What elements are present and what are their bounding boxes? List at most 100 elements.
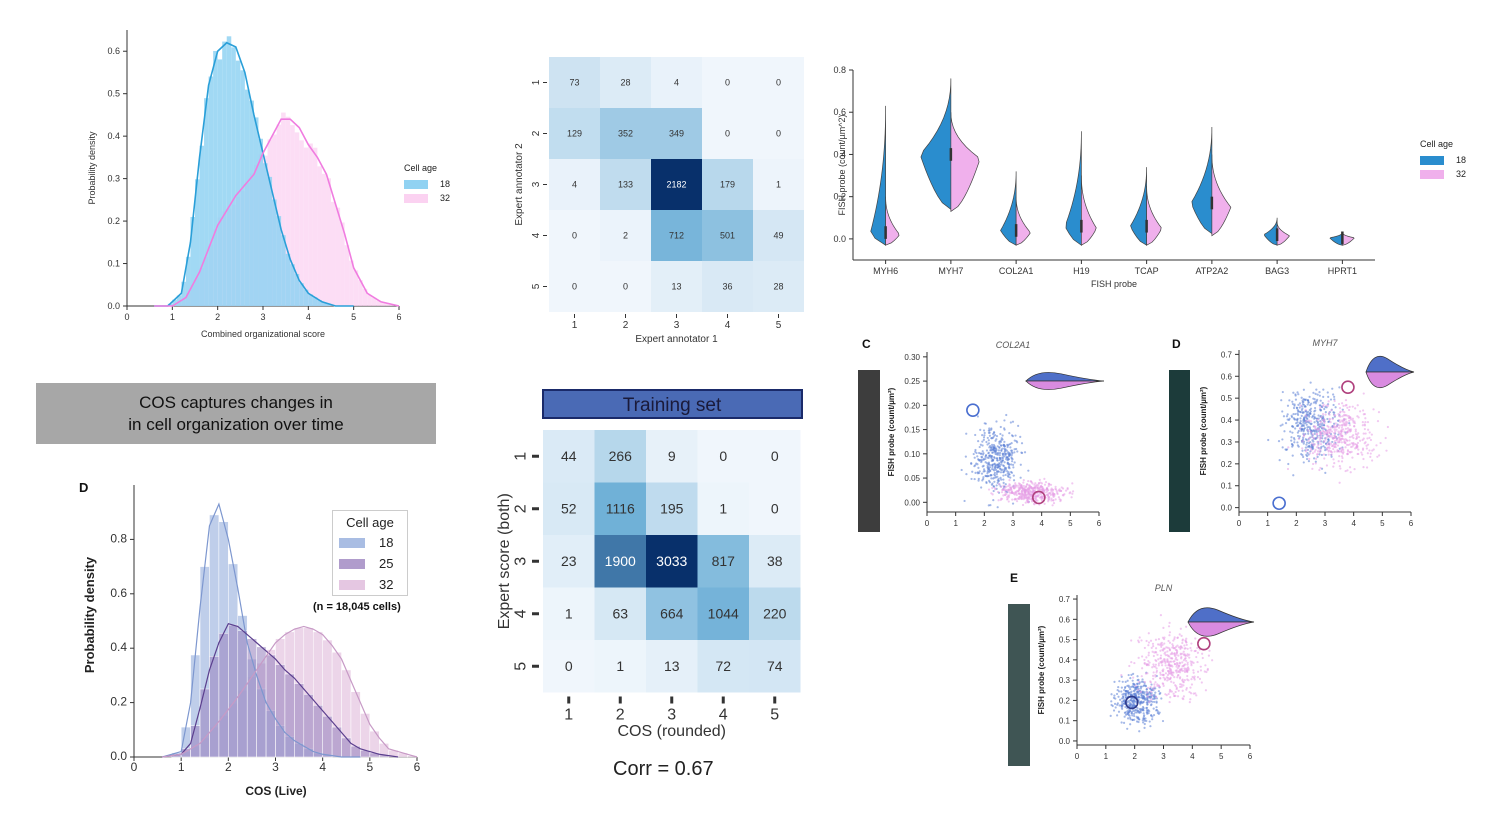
- scatter-point: [1136, 682, 1139, 685]
- scatter-point: [981, 444, 984, 447]
- histogram-bar: [317, 166, 322, 306]
- scatter-point: [1047, 497, 1050, 500]
- y-tick-label: 5: [531, 283, 542, 289]
- scatter-point: [1117, 710, 1121, 713]
- scatter-point: [960, 468, 963, 472]
- scatter-point: [1180, 656, 1183, 659]
- scatter-point: [1000, 485, 1003, 489]
- scatter-point: [1147, 659, 1150, 663]
- scatter-point: [982, 436, 986, 439]
- y-tick-label: 0.3: [1059, 676, 1071, 685]
- scatter-point: [1137, 678, 1140, 681]
- scatter-point: [999, 471, 1003, 474]
- scatter-point: [993, 462, 996, 465]
- scatter-point: [1004, 452, 1007, 456]
- scatter-point: [1142, 700, 1145, 703]
- y-tick-label: 0.2: [1059, 696, 1071, 705]
- scatter-point: [1058, 498, 1061, 501]
- scatter-point: [1009, 446, 1012, 449]
- scatter-point: [992, 489, 995, 493]
- scatter-point: [1145, 706, 1149, 709]
- highlight-circle: [1197, 636, 1211, 651]
- scatter-point: [999, 444, 1003, 447]
- scatter-point: [1004, 466, 1008, 470]
- histogram-bar: [176, 295, 182, 306]
- heatmap-value: 817: [712, 553, 736, 569]
- histogram-bar: [285, 116, 291, 306]
- top-histogram-legend: Cell age 18 32: [404, 163, 450, 205]
- scatter-point: [1011, 420, 1015, 423]
- legend-swatch-18: [339, 537, 365, 548]
- scatter-point: [987, 488, 991, 491]
- scatter-point: [1009, 421, 1012, 424]
- x-tick-label: 1: [1104, 752, 1109, 761]
- scatter-point: [1204, 689, 1208, 692]
- scatter-point: [998, 458, 1001, 462]
- violin-half-TCAP-18: [1130, 167, 1147, 246]
- scatter-point: [982, 464, 985, 467]
- scatter-point: [1181, 689, 1184, 692]
- scatter-point: [1176, 662, 1179, 665]
- histogram-bar: [326, 178, 331, 306]
- scatter-point: [1154, 658, 1157, 662]
- x-tick-label: 5: [770, 707, 779, 724]
- heatmap-value: 9: [668, 448, 676, 464]
- scatter-point: [1000, 463, 1003, 466]
- scatter-point: [1170, 657, 1173, 660]
- scatter-point: [1049, 493, 1052, 497]
- heatmap-value: 1044: [708, 606, 739, 622]
- scatter-point: [1172, 660, 1175, 663]
- scatter-point: [1150, 703, 1153, 706]
- scatter-point: [1145, 701, 1148, 704]
- panel-label: D: [79, 480, 88, 495]
- y-axis-label: FISH probe (count/µm^2): [837, 115, 847, 216]
- scatter-point: [1008, 488, 1011, 492]
- heatmap-cell: [543, 482, 595, 535]
- scatter-point: [995, 438, 998, 441]
- scatter-point: [1151, 642, 1155, 645]
- scatter-point: [1154, 681, 1157, 684]
- scatter-point: [1163, 642, 1166, 645]
- scatter-point: [1148, 700, 1151, 704]
- scatter-point: [990, 427, 993, 430]
- scatter-point: [1123, 715, 1126, 718]
- histogram-bar: [371, 297, 377, 306]
- y-tick-label: 0.7: [1059, 595, 1071, 604]
- scatter-point: [998, 482, 1001, 486]
- scatter-point: [1199, 665, 1202, 668]
- scatter-point: [1146, 691, 1149, 694]
- y-tick-label: 0.6: [110, 586, 127, 600]
- scatter-point: [982, 438, 985, 441]
- x-tick-label: 5: [351, 312, 356, 322]
- scatter-point: [1174, 669, 1177, 672]
- scatter-point: [1130, 685, 1133, 689]
- scatter-point: [1152, 665, 1155, 668]
- scatter-point: [1190, 642, 1193, 645]
- y-tick-label: 0.0: [110, 749, 127, 763]
- scatter-point: [1121, 707, 1124, 710]
- scatter-point: [1182, 681, 1185, 684]
- scatter-point: [989, 473, 992, 477]
- histogram-bar: [208, 76, 214, 306]
- scatter-point: [1174, 694, 1177, 697]
- scatter-point: [1021, 492, 1024, 496]
- scatter-point: [1001, 456, 1004, 459]
- scatter-point: [1004, 493, 1007, 497]
- panel-d-image-strip: [1169, 370, 1190, 532]
- scatter-point: [1165, 646, 1168, 649]
- heatmap-value: 28: [773, 282, 783, 292]
- legend-swatch-32: [1420, 169, 1444, 179]
- scatter-point: [1038, 496, 1041, 499]
- histogram-bar: [349, 260, 354, 306]
- scatter-point: [1145, 663, 1148, 666]
- scatter-point: [1146, 695, 1149, 698]
- scatter-point: [1019, 485, 1022, 488]
- scatter-point: [1122, 699, 1125, 703]
- scatter-point: [1152, 687, 1155, 690]
- scatter-point: [1170, 673, 1173, 676]
- scatter-point: [1153, 683, 1156, 686]
- scatter-point: [1132, 676, 1135, 679]
- scatter-point: [1057, 496, 1060, 499]
- scatter-point: [1124, 711, 1127, 714]
